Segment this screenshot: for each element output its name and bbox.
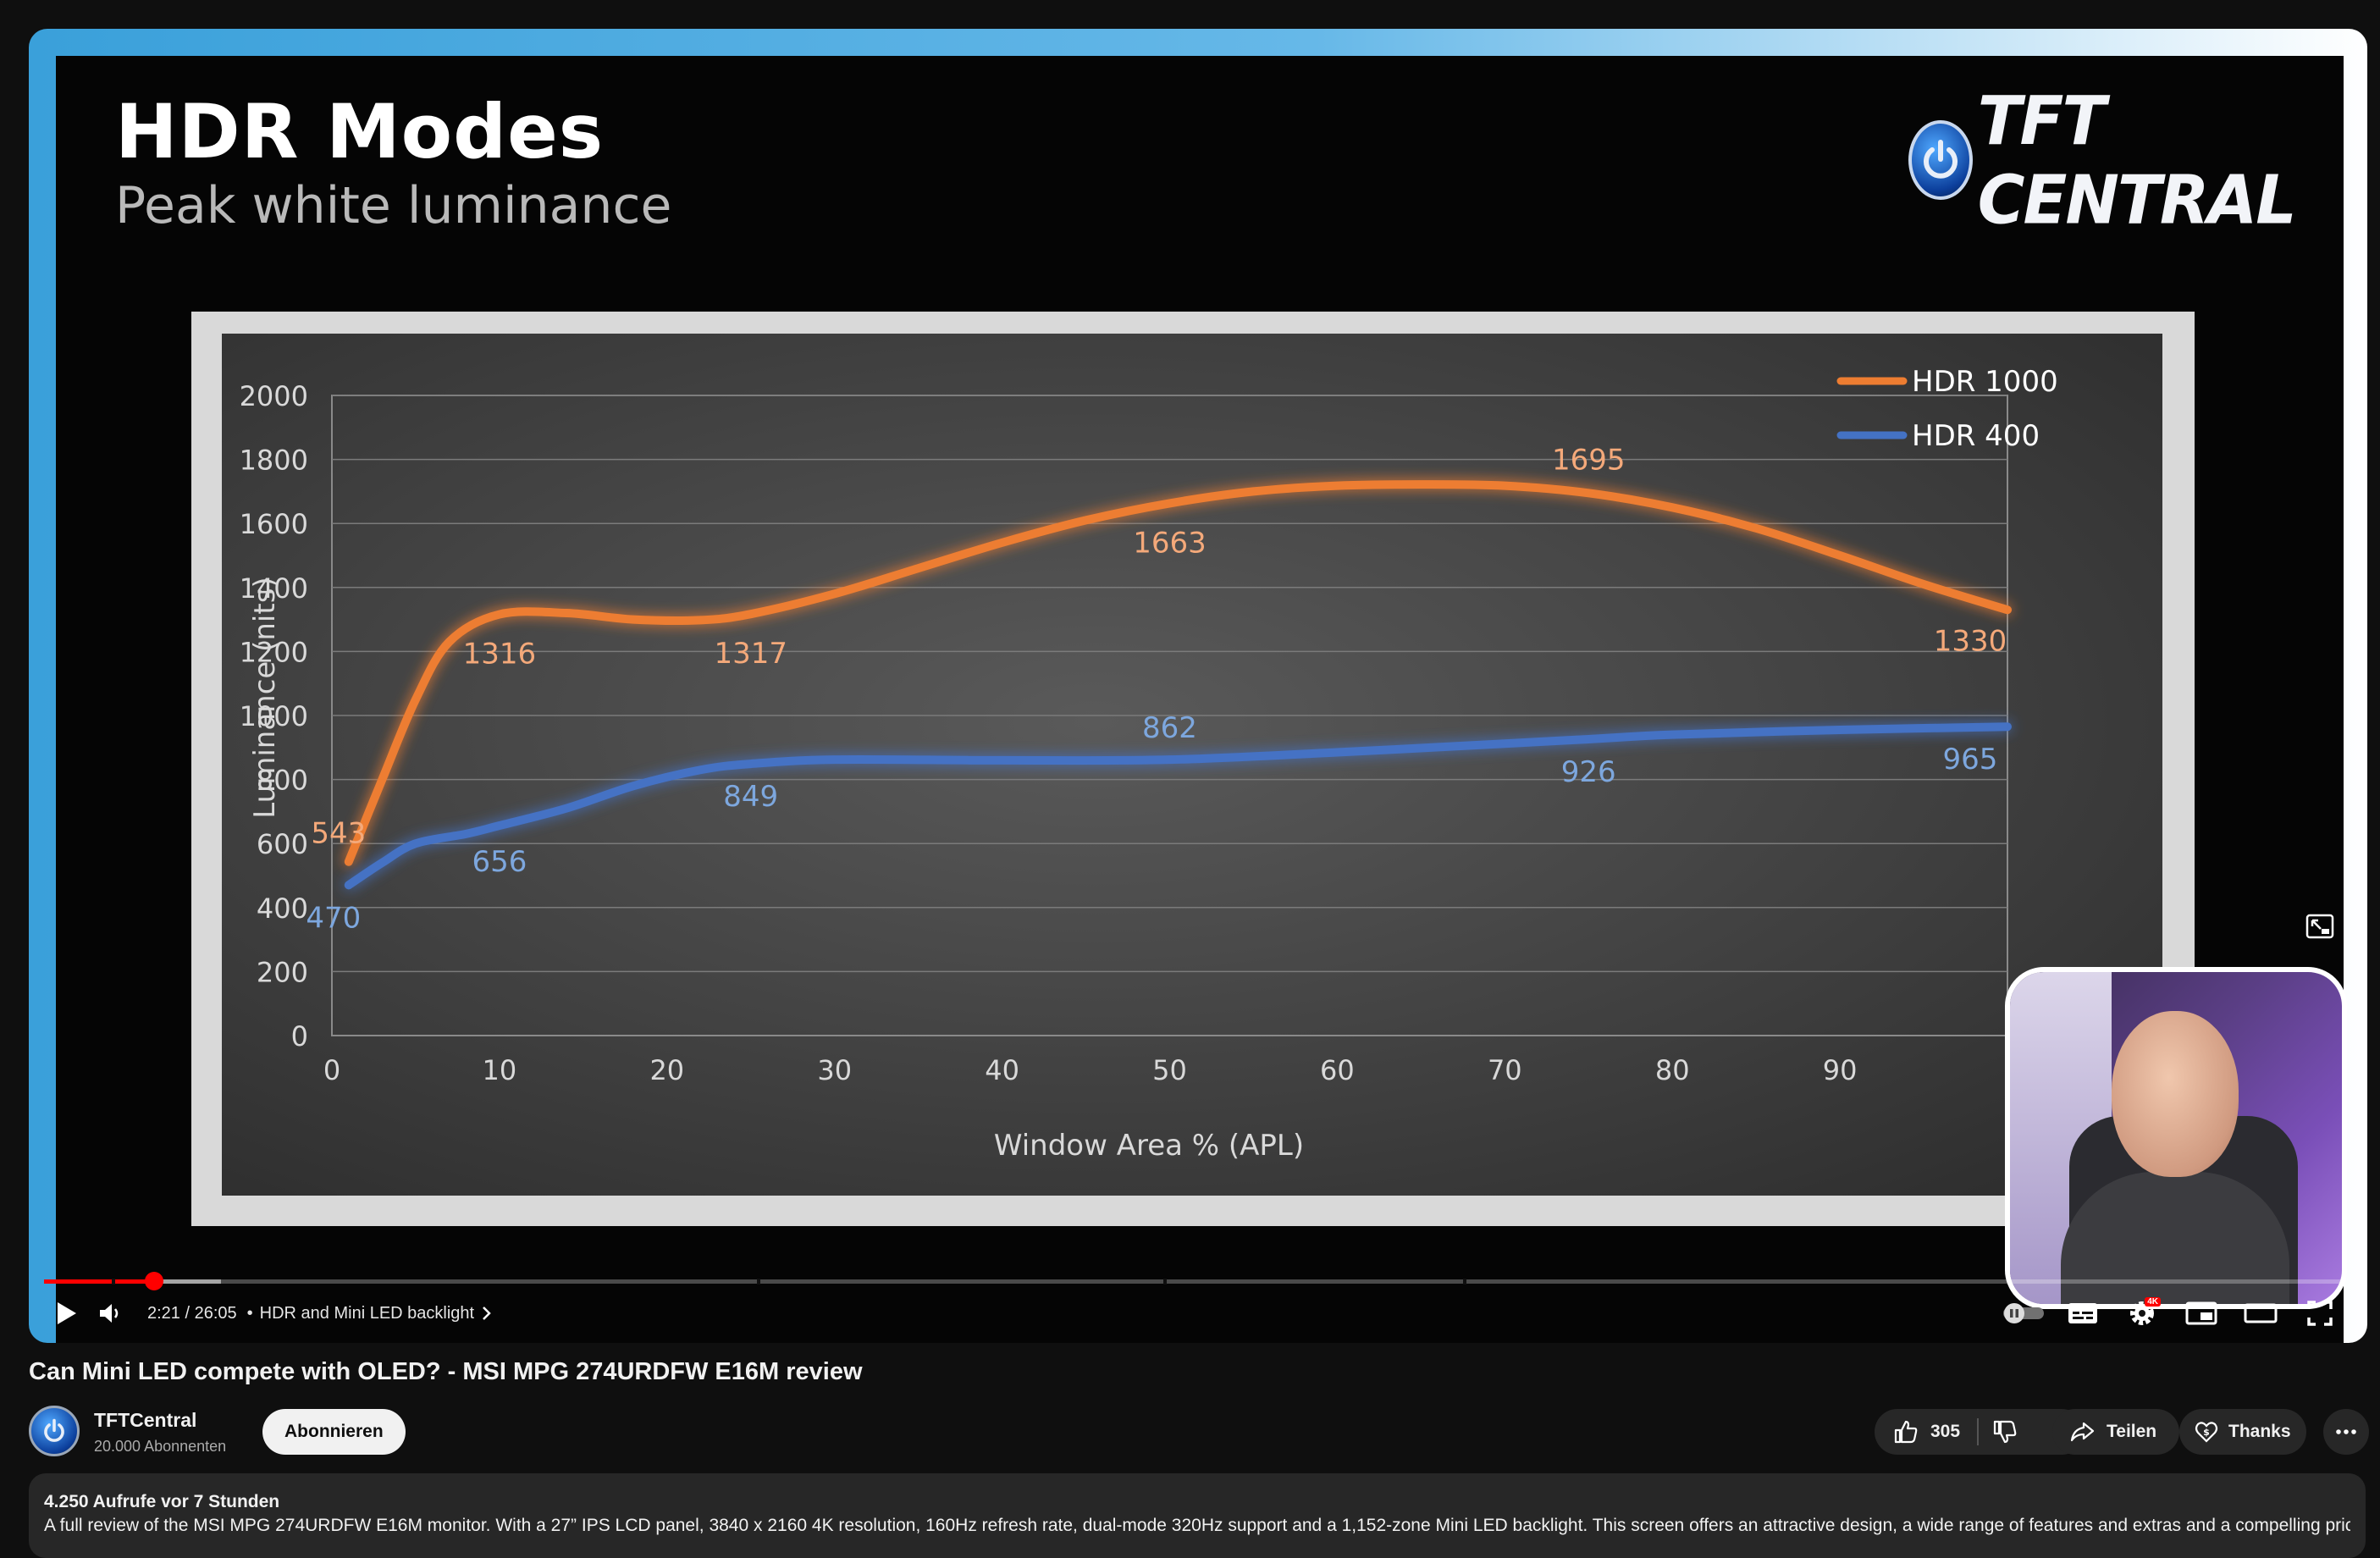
x-tick-label: 40 <box>985 1054 1019 1086</box>
scrubber-handle[interactable] <box>144 1272 163 1290</box>
slide-subtitle: Peak white luminance <box>115 176 672 235</box>
video-frame[interactable]: HDR Modes Peak white luminance TFT CENTR… <box>56 56 2347 1343</box>
channel-avatar[interactable] <box>29 1406 80 1456</box>
x-tick-label: 60 <box>1320 1054 1355 1086</box>
y-tick-label: 1200 <box>240 636 308 668</box>
share-label: Teilen <box>2107 1422 2157 1441</box>
theater-mode-icon[interactable] <box>2239 1292 2283 1334</box>
view-count-and-date: 4.250 Aufrufe vor 7 Stunden <box>44 1492 280 1511</box>
thanks-label: Thanks <box>2228 1422 2291 1441</box>
x-tick-label: 30 <box>817 1054 852 1086</box>
logo-text: TFT CENTRAL <box>1977 80 2297 240</box>
thanks-heart-icon: $ <box>2195 1420 2218 1444</box>
series-line-hdr400 <box>344 722 2012 890</box>
y-tick-label: 1600 <box>240 508 308 540</box>
data-label: 1663 <box>1133 526 1207 560</box>
data-label: 1330 <box>1934 624 2007 658</box>
y-tick-label: 0 <box>291 1020 308 1052</box>
y-axis-title: Luminance (nits) <box>248 577 282 818</box>
miniplayer-icon[interactable] <box>2179 1292 2223 1334</box>
fullscreen-icon[interactable] <box>2298 1292 2342 1334</box>
thumbs-up-icon <box>1893 1419 1919 1445</box>
luminance-chart: 0 200 400 600 800 1000 1200 1400 1600 1800 2000 0 10… <box>240 365 2058 1163</box>
share-arrow-icon <box>2069 1421 2095 1443</box>
data-label: 1695 <box>1552 443 1626 477</box>
x-axis-title: Window Area % (APL) <box>994 1129 1304 1163</box>
settings-gear-icon[interactable]: 4K <box>2120 1292 2164 1334</box>
subtitles-icon[interactable] <box>2061 1292 2105 1334</box>
more-actions-button[interactable] <box>2323 1409 2369 1455</box>
progress-played <box>44 1279 154 1284</box>
description-box[interactable]: 4.250 Aufrufe vor 7 Stunden A full revie… <box>29 1473 2366 1558</box>
presenter-face <box>2112 1011 2239 1177</box>
channel-name[interactable]: TFTCentral <box>94 1409 197 1431</box>
subscribe-button[interactable]: Abonnieren <box>262 1409 406 1455</box>
legend-label: HDR 400 <box>1912 419 2040 453</box>
presenter-webcam <box>2005 967 2347 1309</box>
player-controls: 2:21 / 26:05 • HDR and Mini LED backligh… <box>44 1292 2342 1334</box>
data-label: 656 <box>472 845 527 879</box>
chapter-separator: • <box>246 1303 253 1323</box>
y-tick-label: 2000 <box>240 380 308 412</box>
more-horizontal-icon <box>2336 1428 2356 1435</box>
chart-frame: 0 200 400 600 800 1000 1200 1400 1600 1800 2000 0 10… <box>191 312 2195 1226</box>
y-tick-label: 800 <box>257 765 308 797</box>
y-tick-label: 1400 <box>240 572 308 605</box>
dislike-button[interactable] <box>1992 1419 2018 1445</box>
x-tick-label: 70 <box>1488 1054 1522 1086</box>
data-label: 470 <box>306 901 361 935</box>
data-label: 965 <box>1943 743 1998 776</box>
volume-icon[interactable] <box>88 1292 132 1334</box>
slide-title: HDR Modes <box>115 88 605 175</box>
svg-text:$: $ <box>2203 1427 2210 1438</box>
progress-bar[interactable] <box>44 1272 2342 1290</box>
series-line-hdr1000 <box>344 480 2012 866</box>
x-tick-label: 20 <box>649 1054 684 1086</box>
data-label: 862 <box>1142 711 1197 745</box>
data-label: 1316 <box>463 638 537 671</box>
x-tick-label: 80 <box>1655 1054 1690 1086</box>
data-label: 849 <box>723 780 778 814</box>
like-dislike-group: 305 <box>1875 1409 2085 1455</box>
y-tick-label: 1800 <box>240 445 308 477</box>
expand-icon[interactable] <box>2301 908 2339 945</box>
x-tick-label: 50 <box>1152 1054 1187 1086</box>
data-label: 926 <box>1561 755 1616 789</box>
play-icon[interactable] <box>44 1292 88 1334</box>
description-text: A full review of the MSI MPG 274URDFW E1… <box>44 1516 2350 1535</box>
chart-area: 0 200 400 600 800 1000 1200 1400 1600 1800 2000 0 10… <box>222 334 2162 1196</box>
thanks-button[interactable]: $ Thanks <box>2179 1409 2306 1455</box>
x-tick-label: 10 <box>483 1054 517 1086</box>
x-tick-label: 0 <box>323 1054 340 1086</box>
autoplay-toggle-icon[interactable] <box>2002 1292 2046 1334</box>
chevron-right-icon[interactable] <box>481 1305 493 1322</box>
like-count: 305 <box>1930 1422 1961 1441</box>
channel-row: TFTCentral 20.000 Abonnenten Abonnieren … <box>29 1404 2369 1460</box>
share-button[interactable]: Teilen <box>2052 1409 2179 1455</box>
y-tick-label: 200 <box>257 956 308 988</box>
y-tick-label: 1000 <box>240 700 308 732</box>
data-label: 543 <box>311 817 366 851</box>
y-tick-label: 600 <box>257 828 308 860</box>
x-tick-label: 90 <box>1823 1054 1858 1086</box>
y-tick-label: 400 <box>257 892 308 925</box>
data-label: 1317 <box>714 637 787 671</box>
tft-central-logo: TFT CENTRAL <box>1908 81 2344 239</box>
power-icon <box>1908 120 1973 200</box>
quality-badge: 4K <box>2145 1297 2161 1307</box>
chapter-title[interactable]: HDR and Mini LED backlight <box>259 1303 475 1323</box>
thumbs-down-icon <box>1993 1420 2017 1444</box>
legend-label: HDR 1000 <box>1912 365 2058 399</box>
subscriber-count: 20.000 Abonnenten <box>94 1438 227 1455</box>
video-player[interactable]: HDR Modes Peak white luminance TFT CENTR… <box>29 29 2367 1343</box>
like-button[interactable]: 305 <box>1875 1409 1960 1455</box>
time-display: 2:21 / 26:05 <box>147 1303 237 1323</box>
video-title: Can Mini LED compete with OLED? - MSI MP… <box>29 1358 863 1385</box>
